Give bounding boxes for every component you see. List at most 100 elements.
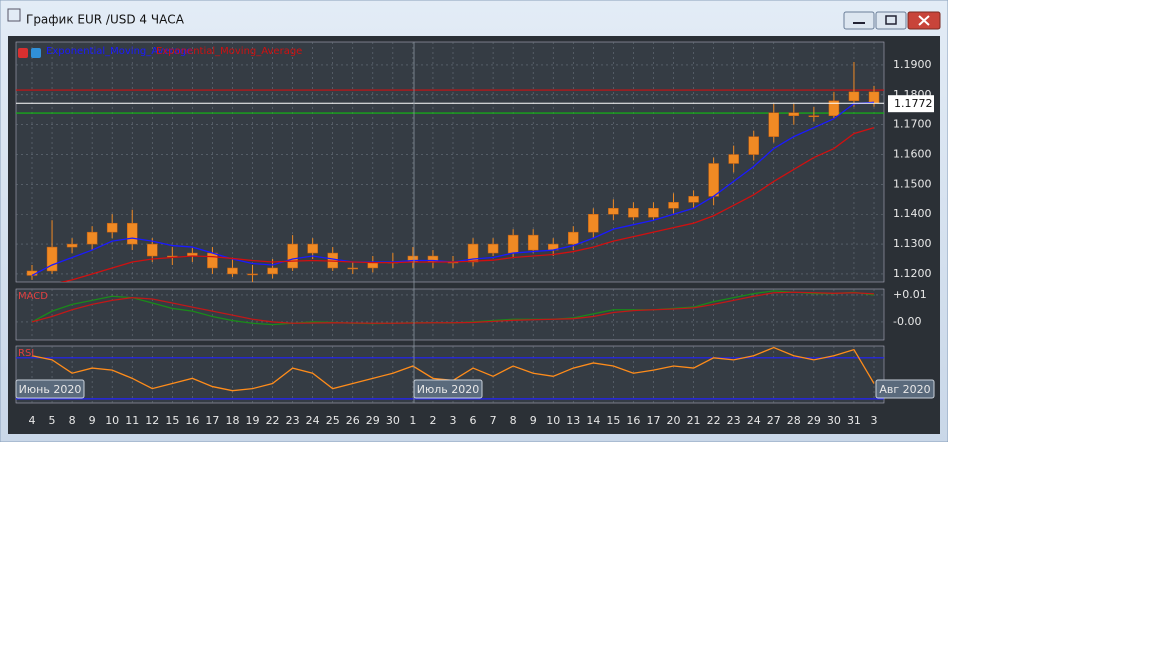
candle-body — [207, 252, 218, 269]
x-tick-label: 24 — [306, 414, 320, 427]
panel-title: MACD — [18, 291, 48, 302]
x-tick-label: 23 — [286, 414, 300, 427]
candle-body — [588, 213, 599, 233]
candle-body — [86, 231, 98, 245]
x-tick-label: 8 — [69, 414, 76, 427]
candle-body — [247, 273, 258, 276]
x-tick-label: 16 — [626, 414, 640, 427]
x-tick-label: 10 — [105, 414, 119, 427]
candle-body — [788, 112, 800, 116]
x-tick-label: 15 — [165, 414, 179, 427]
x-tick-label: 26 — [346, 414, 360, 427]
candle-body — [307, 243, 318, 254]
candle-body — [748, 136, 759, 155]
panel-title: RSI — [18, 348, 34, 359]
x-tick-label: 27 — [767, 414, 781, 427]
maximize-button[interactable] — [875, 11, 907, 30]
window-icon — [7, 8, 21, 22]
x-tick-label: 1 — [409, 414, 416, 427]
candle-body — [828, 100, 840, 116]
x-tick-label: 30 — [386, 414, 400, 427]
x-tick-label: 28 — [787, 414, 801, 427]
candle-body — [608, 208, 619, 215]
legend-button-red[interactable] — [18, 48, 28, 58]
x-tick-label: 14 — [586, 414, 600, 427]
candle-body — [768, 112, 780, 137]
y-tick-label: +0.01 — [893, 288, 927, 301]
x-tick-label: 22 — [266, 414, 280, 427]
candle-body — [507, 234, 519, 254]
x-tick-label: 30 — [827, 414, 841, 427]
minimize-button[interactable] — [843, 11, 875, 30]
series-line — [31, 291, 875, 324]
candle-body — [467, 243, 479, 263]
candle-body — [46, 246, 58, 272]
x-tick-label: 29 — [807, 414, 821, 427]
candle-body — [527, 234, 539, 251]
candle-body — [708, 163, 719, 197]
month-label: Июнь 2020 — [19, 383, 82, 396]
last-price-label: 1.1772 — [894, 97, 933, 110]
x-tick-label: 16 — [185, 414, 199, 427]
x-tick-label: 19 — [246, 414, 260, 427]
x-tick-label: 15 — [606, 414, 620, 427]
candle-body — [227, 267, 238, 275]
x-tick-label: 6 — [470, 414, 477, 427]
x-tick-label: 4 — [29, 414, 36, 427]
candle-body — [267, 267, 278, 275]
window-title: График EUR /USD 4 ЧАСА — [26, 13, 185, 27]
candle-body — [668, 202, 679, 209]
x-tick-label: 7 — [490, 414, 497, 427]
candle-body — [487, 243, 499, 254]
y-tick-label: 1.1300 — [893, 237, 932, 250]
candle-body — [808, 115, 820, 117]
x-tick-label: 24 — [747, 414, 761, 427]
month-label-box — [15, 379, 85, 399]
x-tick-label: 11 — [125, 414, 139, 427]
y-tick-label: -0.00 — [893, 315, 921, 328]
x-tick-label: 29 — [366, 414, 380, 427]
legend-button-blue[interactable] — [31, 48, 41, 58]
x-tick-label: 22 — [707, 414, 721, 427]
macd-panel — [15, 288, 885, 341]
y-tick-label: 1.1400 — [893, 207, 932, 220]
candle-body — [147, 243, 158, 257]
y-tick-label: 1.1200 — [893, 267, 932, 280]
x-tick-label: 3 — [871, 414, 878, 427]
candle-body — [66, 243, 78, 248]
candle-body — [648, 208, 659, 218]
month-label-box — [875, 379, 935, 399]
candle-body — [287, 243, 298, 269]
y-tick-label: 1.1500 — [893, 177, 932, 190]
candle-body — [848, 91, 860, 102]
x-tick-label: 17 — [646, 414, 660, 427]
y-tick-label: 1.1900 — [893, 58, 932, 71]
month-label: Авг 2020 — [879, 383, 930, 396]
candle-body — [868, 91, 880, 104]
x-tick-label: 25 — [326, 414, 340, 427]
legend-entry: Exponential_Moving_Average — [46, 46, 192, 57]
month-label: Июль 2020 — [417, 383, 480, 396]
x-tick-label: 23 — [727, 414, 741, 427]
candle-body — [106, 222, 118, 233]
x-tick-label: 13 — [566, 414, 580, 427]
x-tick-label: 12 — [145, 414, 159, 427]
x-tick-label: 31 — [847, 414, 861, 427]
candle-body — [688, 196, 699, 203]
x-tick-label: 20 — [667, 414, 681, 427]
x-tick-label: 2 — [429, 414, 436, 427]
x-tick-label: 9 — [89, 414, 96, 427]
x-tick-label: 10 — [546, 414, 560, 427]
y-tick-label: 1.1700 — [893, 118, 932, 131]
month-label-box — [413, 379, 483, 399]
x-tick-label: 9 — [530, 414, 537, 427]
legend-entry: Exponential_Moving_Average — [156, 46, 302, 57]
price-panel — [15, 41, 885, 283]
x-tick-label: 17 — [205, 414, 219, 427]
candle-body — [628, 208, 639, 218]
x-tick-label: 18 — [225, 414, 239, 427]
x-tick-label: 8 — [510, 414, 517, 427]
x-tick-label: 5 — [49, 414, 56, 427]
candle-body — [728, 154, 739, 164]
